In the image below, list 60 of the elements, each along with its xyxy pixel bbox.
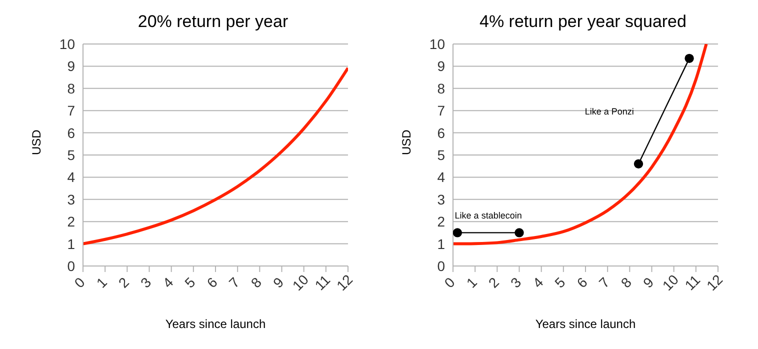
x-tick-label: 3 — [137, 274, 154, 291]
y-tick-label: 1 — [67, 236, 76, 252]
x-tick-label: 1 — [93, 274, 110, 291]
annotation: Like a Ponzi — [584, 106, 634, 116]
y-tick-label: 10 — [59, 36, 76, 52]
x-tick-label: 12 — [333, 271, 356, 294]
x-tick-label: 12 — [703, 271, 726, 294]
x-tick-label: 8 — [248, 274, 265, 291]
y-tick-label: 6 — [437, 124, 446, 141]
y-tick-label: 5 — [67, 146, 76, 163]
point — [684, 54, 694, 64]
point — [514, 228, 524, 238]
y-tick-label: 3 — [67, 191, 76, 208]
x-tick-label: 9 — [640, 274, 657, 291]
y-tick-label: 4 — [437, 169, 446, 186]
y-tick-label: 1 — [437, 236, 446, 252]
x-tick-label: 9 — [270, 274, 287, 291]
y-tick-label: 4 — [67, 169, 76, 186]
point — [453, 228, 462, 238]
x-tick-label: 10 — [289, 271, 312, 294]
y-tick-label: 5 — [437, 146, 446, 163]
y-tick-label: 2 — [437, 214, 446, 230]
line-series — [83, 66, 348, 246]
chart-title: 20% return per year — [136, 11, 290, 33]
x-tick-label: 2 — [485, 274, 502, 291]
y-tick-label: 3 — [437, 191, 446, 208]
x-tick-label: 4 — [159, 274, 176, 291]
x-tick-label: 11 — [682, 272, 704, 294]
y-tick-label: 9 — [437, 58, 446, 74]
y-tick-label: 9 — [67, 58, 76, 74]
x-tick-label: 4 — [529, 274, 546, 291]
x-axis-title: Years since launch — [535, 317, 636, 331]
y-axis-title: USD — [29, 129, 44, 155]
y-tick-label: 10 — [429, 36, 446, 52]
y-tick-label: 7 — [437, 102, 446, 119]
y-tick-label: 8 — [67, 80, 76, 96]
y-tick-label: 7 — [67, 102, 76, 119]
x-tick-label: 11 — [312, 272, 334, 294]
y-axis-title: USD — [399, 129, 414, 155]
x-tick-label: 5 — [551, 274, 568, 291]
y-tick-label: 2 — [67, 214, 76, 230]
annotation: Like a stablecoin — [454, 210, 522, 221]
x-tick-label: 10 — [659, 271, 682, 294]
x-tick-label: 5 — [181, 274, 198, 291]
x-tick-label: 3 — [507, 274, 524, 291]
x-axis-title: Years since launch — [165, 317, 266, 331]
x-tick-label: 7 — [596, 274, 613, 291]
y-tick-label: 6 — [67, 124, 76, 141]
x-tick-label: 6 — [574, 274, 591, 291]
x-tick-label: 7 — [226, 274, 243, 291]
x-tick-label: 1 — [463, 274, 480, 291]
x-tick-label: 2 — [115, 274, 132, 291]
x-tick-label: 8 — [618, 274, 635, 291]
y-tick-label: 8 — [437, 80, 446, 96]
y-tick-label: 0 — [67, 258, 76, 274]
y-tick-label: 0 — [437, 258, 446, 274]
chart-title: 4% return per year squared — [478, 11, 688, 33]
x-tick-label: 6 — [204, 274, 221, 291]
line-series — [453, 44, 708, 246]
point — [634, 159, 644, 168]
